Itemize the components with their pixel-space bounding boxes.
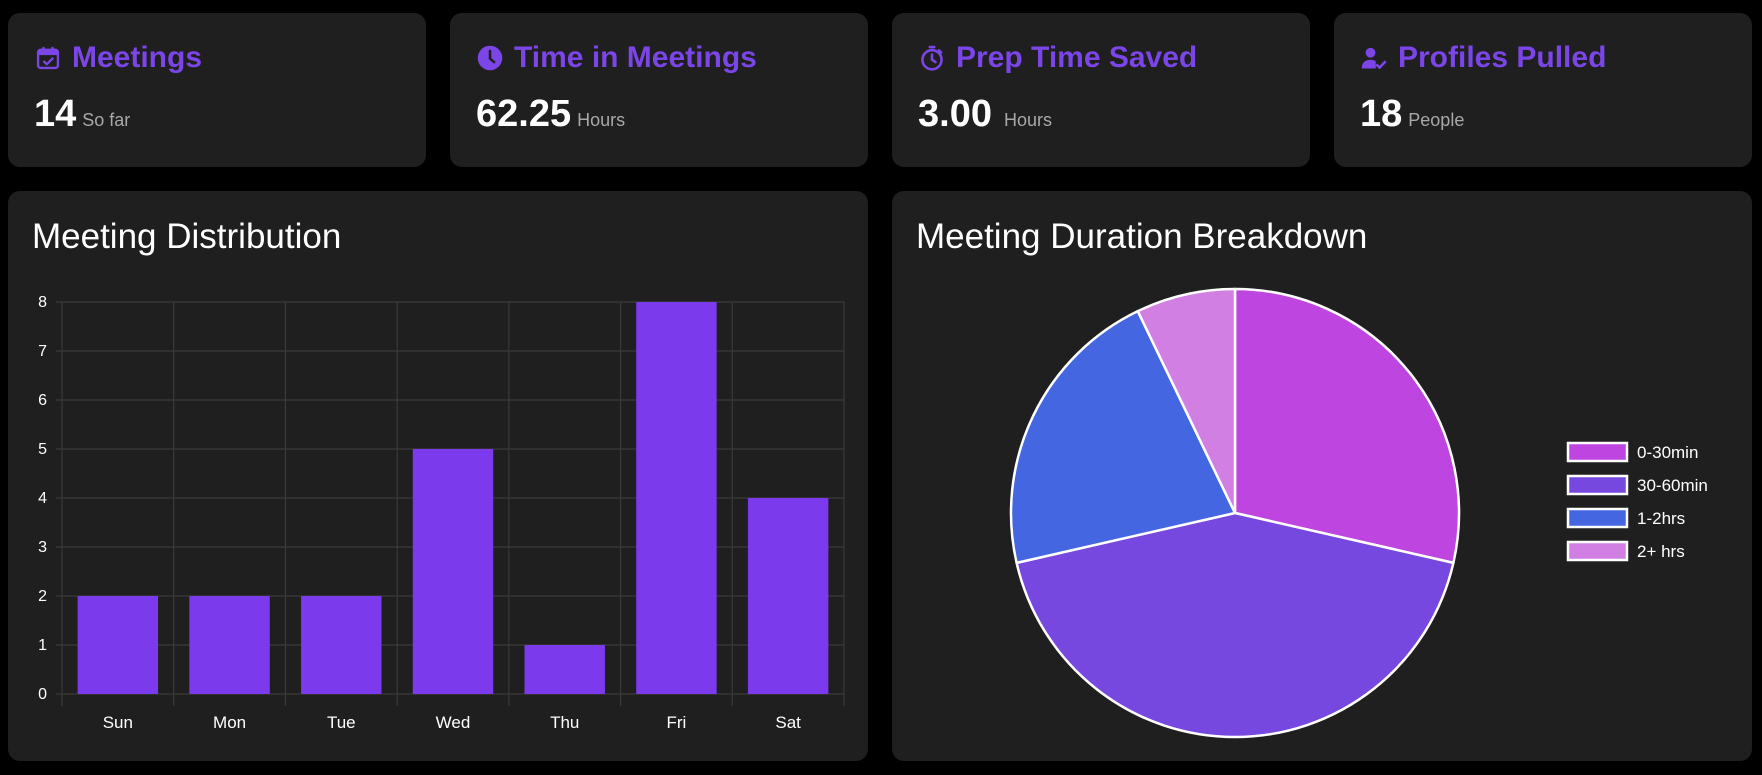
x-tick-label: Fri: [667, 713, 687, 732]
stat-value: 14: [34, 93, 77, 135]
stat-title-row: Meetings: [34, 41, 202, 75]
stat-title: Profiles Pulled: [1398, 41, 1607, 74]
pie-slice-1[interactable]: [1015, 511, 1455, 739]
person-check-icon: [1361, 47, 1387, 70]
bar-mon[interactable]: [189, 596, 270, 694]
meeting-distribution-panel: Meeting Distribution 0 1 2 3 4 5 6 7 8 Sun Mon Tue W…: [8, 191, 868, 761]
legend-label: 2+ hrs: [1637, 542, 1685, 561]
legend-swatch: [1566, 540, 1629, 562]
stat-value: 18: [1360, 93, 1403, 135]
stat-card-profiles-pulled: Profiles Pulled 18 People: [1334, 13, 1752, 167]
y-tick-label: 5: [38, 441, 47, 458]
y-tick-label: 1: [38, 637, 47, 654]
stat-value-row: 3.00 Hours: [918, 93, 1052, 136]
meeting-duration-panel: Meeting Duration Breakdown 0-30min 30-60m…: [892, 191, 1752, 761]
stat-card-prep-time-saved: Prep Time Saved 3.00 Hours: [892, 13, 1310, 167]
stat-title: Meetings: [72, 41, 203, 74]
stat-title-row: Time in Meetings: [476, 41, 757, 75]
timer-icon: [921, 45, 943, 71]
x-tick-label: Wed: [436, 713, 471, 732]
stat-card-meetings: Meetings 14 So far: [8, 13, 426, 167]
pie-slice-3[interactable]: [1136, 287, 1237, 515]
stat-title-row: Profiles Pulled: [1360, 41, 1606, 75]
bar-chart-title: Meeting Distribution: [32, 217, 342, 256]
stat-unit: Hours: [1003, 110, 1052, 130]
x-tick-label: Mon: [213, 713, 246, 732]
stat-value: 3.00: [918, 93, 992, 135]
legend-label: 30-60min: [1637, 476, 1708, 495]
bar-sun[interactable]: [77, 596, 159, 694]
calendar-check-icon: [36, 46, 60, 70]
stat-value: 62.25: [476, 93, 572, 135]
legend-swatch: [1566, 441, 1629, 463]
legend-swatch: [1566, 474, 1629, 496]
stat-card-time-in-meetings: Time in Meetings 62.25 Hours: [450, 13, 868, 167]
pie-slice-2[interactable]: [1009, 309, 1237, 565]
pie-chart-title: Meeting Duration Breakdown: [916, 217, 1368, 256]
stat-value-row: 18 People: [1360, 93, 1464, 136]
bar-thu[interactable]: [524, 645, 605, 694]
x-tick-label: Thu: [550, 713, 579, 732]
x-tick-label: Sun: [103, 713, 133, 732]
pie-legend: 0-30min 30-60min 1-2hrs 2+ hrs: [1566, 441, 1708, 562]
y-tick-label: 8: [38, 294, 47, 311]
stat-value-row: 62.25 Hours: [476, 93, 625, 136]
stat-title: Prep Time Saved: [956, 41, 1198, 74]
stat-title-row: Prep Time Saved: [918, 41, 1197, 75]
bar-wed[interactable]: [412, 449, 494, 694]
bar-tue[interactable]: [301, 596, 382, 694]
y-tick-label: 4: [38, 490, 47, 507]
y-tick-label: 6: [38, 392, 47, 409]
bar-chart: 0 1 2 3 4 5 6 7 8 Sun Mon Tue Wed Thu Fri Sat: [38, 294, 845, 732]
stat-unit: People: [1408, 110, 1465, 130]
pie-slice-0[interactable]: [1233, 287, 1461, 565]
stat-unit: Hours: [577, 110, 626, 130]
y-tick-label: 0: [38, 686, 47, 703]
stat-unit: So far: [82, 110, 131, 130]
bar-fri[interactable]: [636, 302, 717, 694]
y-tick-label: 3: [38, 539, 47, 556]
clock-icon: [477, 45, 503, 71]
x-tick-label: Sat: [775, 713, 801, 732]
legend-swatch: [1566, 507, 1629, 529]
y-tick-label: 7: [38, 343, 47, 360]
pie-chart: 0-30min 30-60min 1-2hrs 2+ hrs: [1009, 287, 1708, 739]
y-tick-label: 2: [38, 588, 47, 605]
stat-title: Time in Meetings: [514, 41, 757, 74]
stat-value-row: 14 So far: [34, 93, 130, 136]
legend-label: 0-30min: [1637, 443, 1698, 462]
legend-label: 1-2hrs: [1637, 509, 1685, 528]
bar-sat[interactable]: [747, 498, 829, 694]
x-tick-label: Tue: [327, 713, 356, 732]
